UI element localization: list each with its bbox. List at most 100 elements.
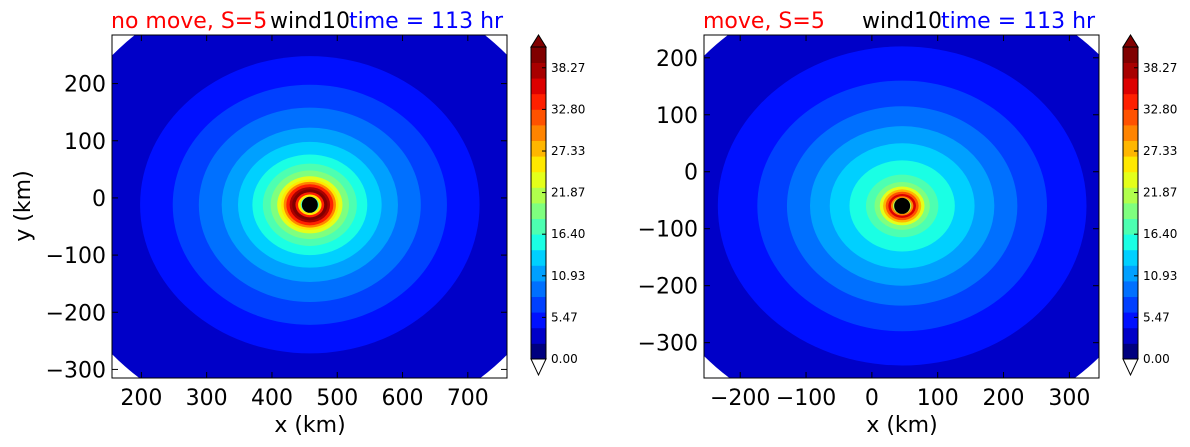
colorbar-segment [531, 171, 546, 188]
left-title-variable: wind10 [270, 9, 350, 34]
right-x-axis-label: x (km) [866, 413, 937, 438]
colorbar-segment [1123, 296, 1138, 313]
x-tick-label: 300 [186, 386, 228, 411]
colorbar-segment [1123, 343, 1138, 360]
colorbar-segment [531, 109, 546, 126]
x-tick-label: 200 [983, 386, 1025, 411]
x-tick-label: −100 [776, 386, 836, 411]
right-colorbar: 0.00 5.47 10.93 16.40 21.87 27.33 32.80 38.27 [1122, 34, 1177, 377]
right-title-variable: wind10 [862, 9, 942, 34]
colorbar-segment [531, 156, 546, 173]
colorbar-segment [1123, 203, 1138, 219]
colorbar-segment [531, 78, 546, 95]
x-tick-label: 0 [865, 386, 879, 411]
colorbar-segment [1123, 78, 1138, 95]
left-colorbar: 0.00 5.47 10.93 16.40 21.87 27.33 32.80 38.27 [530, 34, 585, 377]
colorbar-tick-label: 5.47 [551, 310, 578, 324]
y-tick-label: −300 [46, 358, 106, 383]
colorbar-tick-label: 21.87 [551, 186, 585, 200]
colorbar-segment [1123, 265, 1138, 282]
colorbar-segment [531, 312, 546, 329]
x-tick-label: −200 [710, 386, 770, 411]
colorbar-tick-label: 16.40 [551, 227, 585, 241]
colorbar-segment [1123, 156, 1138, 173]
colorbar-segment [531, 249, 546, 266]
colorbar-segment [1123, 140, 1138, 157]
colorbar-segment [531, 140, 546, 157]
y-tick-label: −300 [638, 332, 698, 357]
colorbar-segment [531, 265, 546, 282]
colorbar-max-extend [530, 34, 547, 48]
x-tick-label: 400 [251, 386, 293, 411]
right-heatmap [704, 35, 1099, 378]
colorbar-tick-label: 32.80 [1143, 102, 1177, 116]
x-tick-label: 200 [120, 386, 162, 411]
colorbar-tick-label: 27.33 [1143, 144, 1177, 158]
colorbar-min-extend [530, 358, 547, 377]
colorbar-segment [531, 343, 546, 360]
colorbar-segment [1123, 281, 1138, 297]
colorbar-segment [531, 218, 546, 235]
colorbar-segment [531, 187, 546, 204]
colorbar-frame [1122, 46, 1139, 360]
x-tick-label: 500 [316, 386, 358, 411]
right-plot-frame [703, 34, 1100, 379]
left-heatmap [112, 35, 507, 378]
y-tick-label: −200 [46, 301, 106, 326]
colorbar-segment [1123, 171, 1138, 188]
colorbar-segment [1123, 125, 1138, 141]
right-title-time: time = 113 hr [941, 9, 1096, 34]
left-title-time: time = 113 hr [349, 9, 504, 34]
left-x-axis-label: x (km) [274, 413, 345, 438]
x-tick-label: 100 [917, 386, 959, 411]
colorbar-segment [1123, 312, 1138, 329]
y-tick-label: 200 [64, 73, 106, 98]
right-plot-title: move, S=5 wind10 time = 113 hr [703, 9, 1096, 34]
left-plot-title: no move, S=5 wind10 time = 113 hr [111, 9, 504, 34]
left-axes-ticks: 200 300 400 500 600 700 −300 −200 −100 0 100 200 [46, 35, 507, 411]
colorbar-tick-label: 21.87 [1143, 186, 1177, 200]
y-tick-label: 200 [656, 47, 698, 72]
colorbar-segment [531, 327, 546, 344]
y-tick-label: 0 [684, 161, 698, 186]
colorbar-segment [1123, 187, 1138, 204]
colorbar-segment [531, 93, 546, 110]
colorbar-tick-label: 16.40 [1143, 227, 1177, 241]
colorbar-segment [531, 234, 546, 251]
x-tick-label: 600 [382, 386, 424, 411]
colorbar-segment [1123, 47, 1138, 63]
colorbar-segment [1123, 62, 1138, 79]
left-title-label: no move, S=5 [111, 9, 267, 34]
colorbar-tick-label: 0.00 [1143, 352, 1170, 366]
colorbar-min-extend [1122, 358, 1139, 377]
x-tick-label: 300 [1048, 386, 1090, 411]
colorbar-segment [531, 62, 546, 79]
storm-center-marker [894, 197, 911, 214]
y-tick-label: 0 [92, 187, 106, 212]
right-title-label: move, S=5 [703, 9, 825, 34]
colorbar-segment [1123, 234, 1138, 251]
colorbar-segment [1123, 109, 1138, 126]
colorbar-segment [1123, 327, 1138, 344]
colorbar-max-extend [1122, 34, 1139, 48]
colorbar-segment [531, 125, 546, 141]
colorbar-tick-label: 0.00 [551, 352, 578, 366]
colorbar-segment [1123, 249, 1138, 266]
colorbar-segment [531, 203, 546, 219]
right-panel: move, S=5 wind10 time = 113 hr −200 −100 0… [638, 9, 1178, 438]
colorbar-tick-label: 10.93 [551, 269, 585, 283]
colorbar-tick-label: 38.27 [551, 61, 585, 75]
colorbar-segment [1123, 93, 1138, 110]
colorbar-segment [531, 47, 546, 63]
x-tick-label: 700 [447, 386, 489, 411]
y-tick-label: 100 [656, 104, 698, 129]
colorbar-segment [531, 281, 546, 297]
y-tick-label: −100 [46, 244, 106, 269]
colorbar-segment [531, 296, 546, 313]
colorbar-tick-label: 5.47 [1143, 310, 1170, 324]
y-tick-label: 100 [64, 130, 106, 155]
left-y-axis-label: y (km) [11, 170, 36, 241]
colorbar-tick-label: 32.80 [551, 102, 585, 116]
